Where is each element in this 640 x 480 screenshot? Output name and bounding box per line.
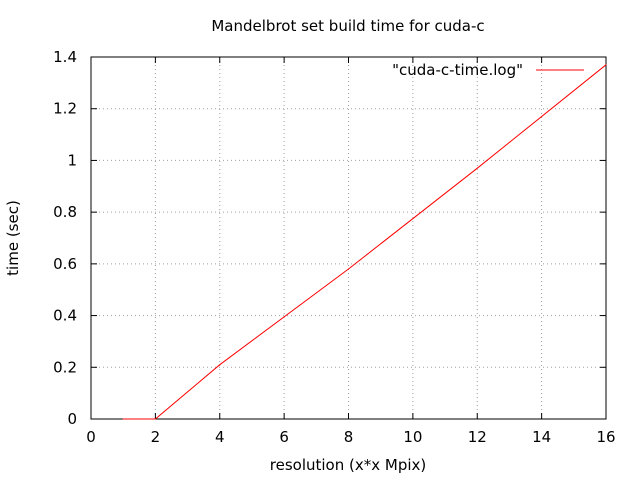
y-tick-label: 0.8	[53, 203, 77, 221]
x-tick-label: 4	[215, 428, 225, 446]
data-point	[476, 167, 478, 169]
grid-lines	[91, 57, 606, 419]
x-tick-label: 8	[344, 428, 354, 446]
y-tick-label: 0.6	[53, 255, 77, 273]
y-tick-label: 0.2	[53, 358, 77, 376]
legend-label: "cuda-c-time.log"	[392, 61, 523, 79]
axis-ticks	[90, 56, 607, 420]
x-axis-label: resolution (x*x Mpix)	[270, 456, 426, 474]
x-tick-label: 0	[86, 428, 96, 446]
y-tick-label: 1.4	[53, 48, 77, 66]
x-tick-label: 14	[532, 428, 551, 446]
x-tick-label: 10	[403, 428, 422, 446]
x-tick-label: 2	[151, 428, 161, 446]
y-tick-label: 1	[67, 151, 77, 169]
x-tick-labels: 0 2 4 6 8 10 12 14 16	[86, 428, 615, 446]
y-tick-label: 1.2	[53, 100, 77, 118]
data-point	[122, 418, 124, 420]
y-tick-label: 0.4	[53, 307, 77, 325]
x-tick-label: 6	[279, 428, 289, 446]
y-tick-labels: 0 0.2 0.4 0.6 0.8 1 1.2 1.4	[53, 48, 77, 428]
series-line-0	[123, 64, 607, 420]
y-tick-label: 0	[67, 410, 77, 428]
data-point	[605, 64, 607, 66]
chart-title: Mandelbrot set build time for cuda-c	[211, 17, 484, 35]
legend: "cuda-c-time.log"	[392, 61, 584, 79]
y-axis-label: time (sec)	[4, 200, 22, 276]
data-point	[154, 418, 156, 420]
data-point	[219, 364, 221, 366]
data-point	[348, 268, 349, 270]
series-lines	[122, 64, 607, 420]
x-tick-label: 12	[468, 428, 487, 446]
x-tick-label: 16	[596, 428, 615, 446]
